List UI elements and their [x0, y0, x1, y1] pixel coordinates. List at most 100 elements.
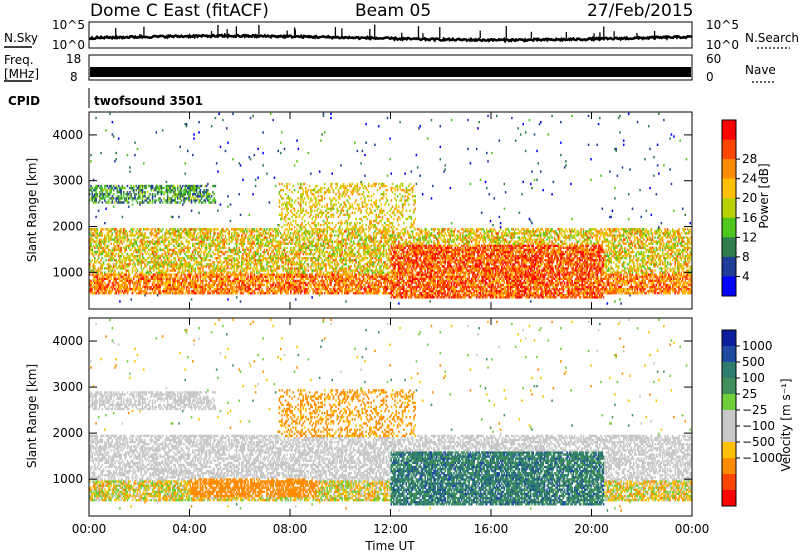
power-cell	[254, 154, 256, 156]
power-cell	[120, 193, 122, 195]
power-cell	[182, 203, 184, 205]
power-cell	[309, 232, 311, 234]
power-cell	[298, 148, 300, 150]
power-cell	[188, 267, 190, 269]
power-cell	[132, 280, 134, 282]
power-cell	[272, 241, 274, 243]
power-cell	[249, 238, 251, 240]
power-cell	[323, 232, 325, 234]
power-cell	[257, 177, 259, 179]
power-cell	[154, 236, 156, 238]
power-cell	[195, 193, 197, 195]
power-cell	[254, 241, 256, 243]
power-cell	[198, 201, 200, 203]
power-cell	[240, 214, 242, 216]
power-cell	[119, 234, 121, 236]
power-cell	[300, 251, 302, 253]
power-cell	[230, 220, 232, 222]
power-cell	[202, 269, 204, 271]
power-cell	[254, 228, 256, 230]
power-cell	[298, 224, 300, 226]
power-cell	[213, 271, 215, 273]
power-cell	[156, 265, 158, 267]
power-cell	[314, 280, 316, 282]
power-cell	[162, 269, 164, 271]
power-cell	[148, 228, 150, 230]
power-panel: 1000200030004000 Slant Range [km] 481216…	[25, 112, 771, 309]
power-cell	[186, 228, 188, 230]
power-cell	[295, 222, 297, 224]
beam-label: Beam 05	[355, 1, 431, 21]
power-cell	[301, 197, 303, 199]
power-cell	[105, 292, 107, 294]
power-cell	[305, 187, 307, 189]
power-cell	[242, 253, 244, 255]
power-cell	[220, 234, 222, 236]
power-cell	[146, 185, 148, 187]
power-cell	[245, 276, 247, 278]
power-cell	[305, 203, 307, 205]
power-cell	[318, 243, 320, 245]
power-cell	[257, 238, 259, 240]
power-cell	[272, 284, 274, 286]
power-cell	[134, 142, 136, 144]
power-cell	[105, 129, 107, 131]
power-cell	[308, 288, 310, 290]
power-cell	[191, 232, 193, 234]
power-cell	[169, 278, 171, 280]
power-cell	[134, 269, 136, 271]
power-cell	[119, 290, 121, 292]
power-cell	[115, 152, 117, 154]
power-cell	[266, 259, 268, 261]
power-cell	[205, 278, 207, 280]
power-cell	[105, 238, 107, 240]
power-cell	[110, 185, 112, 187]
power-cell	[236, 284, 238, 286]
power-cell	[167, 195, 169, 197]
power-cell	[128, 238, 130, 240]
power-cell	[281, 278, 283, 280]
power-cell	[201, 247, 203, 249]
power-cell	[213, 197, 215, 199]
power-cell	[330, 201, 332, 203]
power-cell	[325, 216, 327, 218]
power-cell	[176, 290, 178, 292]
power-cell	[129, 286, 131, 288]
power-cell	[301, 265, 303, 267]
power-cell	[113, 251, 115, 253]
power-cell	[316, 185, 318, 187]
power-cell	[100, 243, 102, 245]
power-cell	[227, 282, 229, 284]
power-cell	[308, 286, 310, 288]
power-cell	[181, 199, 183, 201]
power-cell	[330, 117, 332, 119]
power-cell	[285, 284, 287, 286]
power-cell	[289, 226, 291, 228]
power-cell	[225, 236, 227, 238]
power-cell	[94, 290, 96, 292]
power-cell	[133, 228, 135, 230]
power-cell	[173, 267, 175, 269]
power-cell	[202, 282, 204, 284]
power-cell	[293, 234, 295, 236]
power-cell	[210, 247, 212, 249]
power-cell	[274, 273, 276, 275]
power-cell	[329, 245, 331, 247]
power-cell	[122, 243, 124, 245]
power-cell	[299, 253, 301, 255]
power-cell	[313, 241, 315, 243]
power-cell	[168, 253, 170, 255]
power-cell	[303, 199, 305, 201]
power-cell	[260, 247, 262, 249]
power-cell	[296, 282, 298, 284]
power-cell	[213, 292, 215, 294]
power-cell	[125, 259, 127, 261]
power-cell	[295, 199, 297, 201]
power-cell	[272, 265, 274, 267]
power-cell	[129, 273, 131, 275]
power-cell	[92, 193, 94, 195]
power-cell	[151, 292, 153, 294]
power-cell	[212, 251, 214, 253]
power-cell	[284, 230, 286, 232]
power-cell	[100, 259, 102, 261]
